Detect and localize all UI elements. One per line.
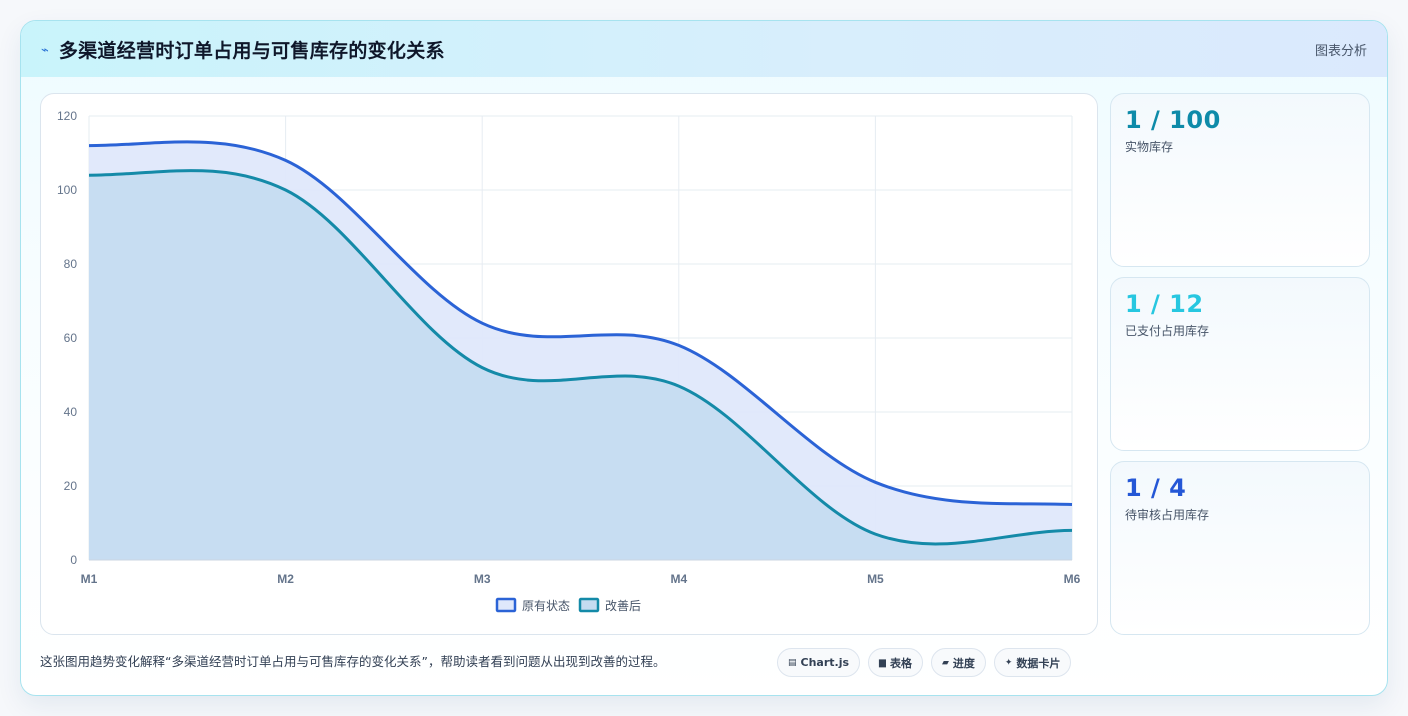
legend-label-0: 原有状态 — [522, 599, 570, 613]
tag-label: 进度 — [952, 656, 975, 670]
stat-value: 1 / 12 — [1125, 290, 1204, 318]
y-tick-label: 20 — [64, 479, 78, 493]
stat-label: 待审核占用库存 — [1125, 508, 1210, 522]
chart-icon: ▤ — [788, 657, 797, 668]
tag-list: ▤ Chart.js ▆ 表格 ▰ 进度 ✦ 数据卡片 — [777, 648, 1072, 677]
y-tick-label: 0 — [70, 553, 77, 567]
x-tick-label: M5 — [867, 572, 884, 586]
x-tick-label: M4 — [670, 572, 687, 586]
x-tick-label: M2 — [277, 572, 294, 586]
tag-label: Chart.js — [800, 656, 850, 669]
page-title: 多渠道经营时订单占用与可售库存的变化关系 — [58, 39, 445, 62]
stat-label: 已支付占用库存 — [1125, 324, 1210, 338]
stat-value: 1 / 100 — [1125, 106, 1221, 134]
legend-swatch-0 — [495, 597, 517, 613]
legend-swatch-1 — [578, 597, 600, 613]
chart-card: ⌁ 多渠道经营时订单占用与可售库存的变化关系 图表分析 0 20 40 60 80 100… — [20, 20, 1388, 696]
tag-chartjs[interactable]: ▤ Chart.js — [777, 648, 861, 677]
stat-value: 1 / 4 — [1125, 474, 1187, 502]
series-area-1 — [89, 170, 1072, 560]
chart-analysis-link[interactable]: 图表分析 — [1314, 43, 1367, 59]
y-tick-label: 100 — [57, 183, 77, 197]
stat-label: 实物库存 — [1125, 140, 1174, 154]
series-line-1 — [88, 169, 1073, 546]
x-tick-label: M6 — [1064, 572, 1081, 586]
stat-card-pending-reserved: 1 / 4 待审核占用库存 — [1110, 461, 1370, 635]
chart-panel: 0 20 40 60 80 100 120 M1 M2 M3 M4 M5 M6 原有状态 改善后 — [40, 93, 1098, 635]
x-tick-label: M3 — [474, 572, 491, 586]
tag-data-cards[interactable]: ✦ 数据卡片 — [993, 648, 1072, 677]
area-chart: 0 20 40 60 80 100 120 M1 M2 M3 M4 M5 M6 原有状态 改善后 — [57, 109, 1081, 613]
y-tick-label: 60 — [64, 331, 78, 345]
stat-card-paid-reserved: 1 / 12 已支付占用库存 — [1110, 277, 1370, 451]
progress-icon: ▰ — [941, 657, 949, 668]
sparkle-icon: ✦ — [1004, 657, 1013, 668]
tag-label: 表格 — [889, 656, 912, 670]
card-header: ⌁ 多渠道经营时订单占用与可售库存的变化关系 图表分析 — [21, 21, 1387, 77]
y-tick-label: 80 — [64, 257, 78, 271]
tag-progress[interactable]: ▰ 进度 — [930, 648, 986, 677]
series-line-0 — [88, 140, 1073, 506]
chart-description: 这张图用趋势变化解释“多渠道经营时订单占用与可售库存的变化关系”，帮助读者看到问… — [40, 654, 666, 669]
tag-table[interactable]: ▆ 表格 — [868, 648, 923, 677]
y-tick-label: 120 — [57, 109, 77, 123]
stat-card-physical-stock: 1 / 100 实物库存 — [1110, 93, 1370, 267]
x-tick-label: M1 — [81, 572, 98, 586]
table-icon: ▆ — [879, 657, 886, 668]
legend-label-1: 改善后 — [605, 598, 641, 613]
tag-label: 数据卡片 — [1016, 656, 1061, 670]
y-tick-label: 40 — [64, 405, 78, 419]
lightning-icon: ⌁ — [41, 42, 49, 58]
